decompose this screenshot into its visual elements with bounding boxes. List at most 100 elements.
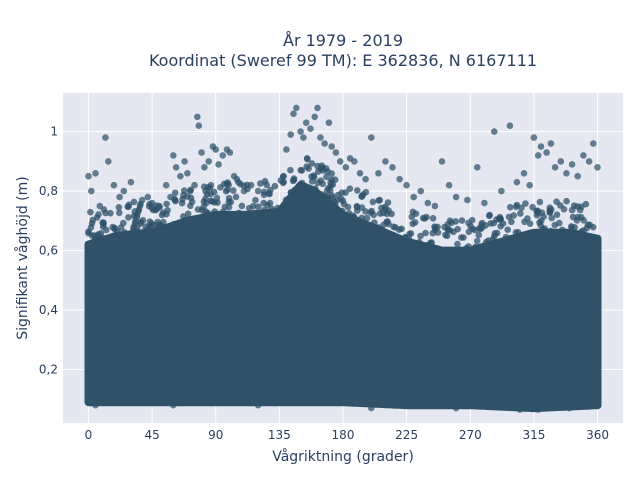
outlier-point bbox=[375, 170, 382, 177]
scatter-point bbox=[342, 189, 349, 196]
scatter-point bbox=[223, 210, 231, 218]
outlier-point bbox=[102, 134, 109, 141]
outlier-point bbox=[431, 202, 439, 210]
scatter-point bbox=[533, 230, 541, 237]
outlier-point bbox=[474, 164, 481, 171]
outlier-point bbox=[534, 152, 542, 159]
scatter-point bbox=[339, 197, 347, 205]
outlier-point bbox=[336, 158, 344, 165]
scatter-point bbox=[133, 224, 141, 231]
outlier-point bbox=[138, 196, 146, 204]
scatter-point bbox=[152, 227, 159, 234]
scatter-point bbox=[130, 198, 138, 206]
outlier-point bbox=[551, 164, 559, 171]
scatter-point bbox=[131, 208, 139, 215]
scatter-point bbox=[476, 225, 483, 232]
scatter-point bbox=[522, 200, 529, 207]
scatter-point bbox=[283, 203, 291, 211]
scatter-point bbox=[429, 215, 437, 222]
scatter-point bbox=[508, 218, 515, 226]
outlier-point bbox=[351, 158, 358, 165]
scatter-point bbox=[551, 221, 559, 229]
scatter-point bbox=[318, 199, 326, 207]
scatter-point bbox=[331, 206, 339, 214]
scatter-point bbox=[148, 234, 156, 242]
scatter-point bbox=[457, 249, 464, 256]
outlier-point bbox=[491, 128, 498, 135]
scatter-point bbox=[319, 180, 327, 188]
scatter-point bbox=[204, 184, 212, 191]
scatter-point bbox=[303, 155, 311, 162]
outlier-point bbox=[172, 164, 180, 171]
outlier-point bbox=[198, 149, 205, 156]
scatter-point bbox=[475, 231, 483, 239]
outlier-point bbox=[438, 158, 446, 165]
scatter-point bbox=[502, 233, 510, 241]
scatter-point bbox=[405, 235, 413, 243]
scatter-point bbox=[548, 206, 555, 213]
x-tick-label: 315 bbox=[522, 428, 545, 442]
outlier-point bbox=[287, 131, 295, 138]
scatter-point bbox=[536, 198, 544, 206]
scatter-point bbox=[163, 200, 170, 208]
outlier-point bbox=[226, 149, 234, 156]
scatter-point bbox=[304, 188, 311, 195]
scatter-point bbox=[210, 188, 218, 196]
scatter-point bbox=[490, 219, 498, 227]
outlier-point bbox=[280, 172, 287, 180]
outlier-point bbox=[382, 158, 389, 165]
scatter-point bbox=[419, 214, 427, 222]
scatter-point bbox=[465, 219, 472, 227]
y-axis-title: Signifikant våghöjd (m) bbox=[14, 176, 31, 339]
scatter-point bbox=[390, 223, 397, 231]
outlier-point bbox=[187, 187, 194, 195]
outlier-point bbox=[464, 196, 471, 204]
scatter-point bbox=[308, 160, 316, 167]
outlier-point bbox=[247, 181, 255, 189]
outlier-point bbox=[105, 158, 112, 165]
scatter-point bbox=[224, 179, 231, 186]
scatter-point bbox=[115, 204, 123, 211]
scatter-point bbox=[329, 181, 337, 188]
scatter-point bbox=[328, 170, 336, 177]
outlier-point bbox=[328, 143, 336, 150]
scatter-point bbox=[212, 211, 219, 219]
y-tick-label: 0,6 bbox=[39, 244, 58, 258]
scatter-point bbox=[358, 214, 366, 222]
scatter-point bbox=[88, 219, 96, 227]
outlier-point bbox=[362, 175, 369, 183]
outlier-point bbox=[283, 146, 290, 153]
scatter-point bbox=[227, 215, 235, 223]
scatter-point bbox=[478, 219, 486, 227]
outlier-point bbox=[526, 181, 533, 189]
scatter-point bbox=[145, 228, 153, 235]
scatter-point bbox=[568, 223, 575, 230]
y-tick-label: 0,2 bbox=[39, 362, 58, 376]
scatter-point bbox=[563, 197, 570, 205]
scatter-point bbox=[398, 225, 406, 233]
outlier-point bbox=[219, 152, 227, 159]
outlier-point bbox=[516, 406, 524, 413]
outlier-point bbox=[317, 134, 324, 141]
scatter-point bbox=[340, 212, 347, 220]
scatter-point bbox=[407, 230, 415, 237]
outlier-point bbox=[254, 401, 262, 409]
scatter-point bbox=[488, 246, 495, 253]
scatter-point bbox=[553, 198, 560, 205]
x-tick-label: 270 bbox=[459, 428, 482, 442]
outlier-point bbox=[396, 175, 403, 183]
scatter-point bbox=[345, 210, 353, 217]
scatter-point bbox=[232, 193, 240, 201]
scatter-point bbox=[439, 252, 447, 259]
outlier-point bbox=[88, 187, 95, 195]
scatter-point bbox=[564, 229, 571, 237]
outlier-point bbox=[167, 193, 174, 201]
scatter-point bbox=[558, 226, 566, 234]
outlier-point bbox=[314, 104, 321, 112]
outlier-point bbox=[566, 404, 573, 412]
outlier-point bbox=[162, 181, 170, 189]
scatter-point bbox=[547, 227, 554, 235]
y-tick-label: 0,4 bbox=[39, 303, 58, 317]
scatter-point bbox=[140, 228, 148, 235]
outlier-point bbox=[120, 187, 128, 195]
